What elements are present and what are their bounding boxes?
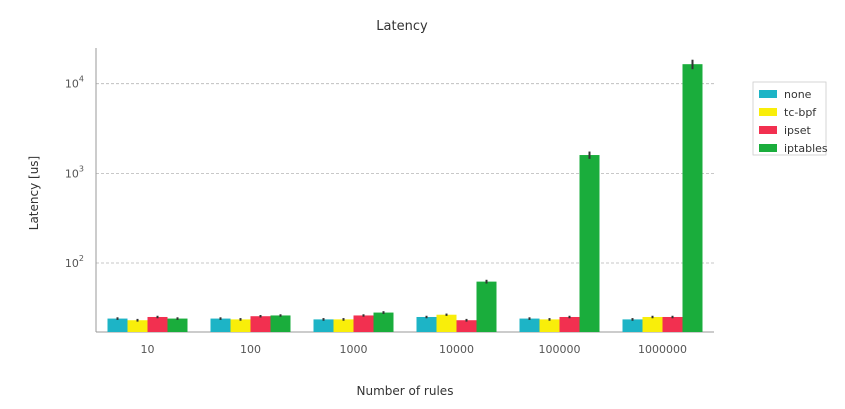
- legend-label-iptables: iptables: [784, 142, 828, 155]
- bar-none: [210, 318, 231, 332]
- y-tick-label: 104: [65, 75, 84, 91]
- bar-ipset: [559, 316, 580, 332]
- bar-tc-bpf: [230, 319, 251, 332]
- bar-iptables: [373, 312, 394, 332]
- x-tick-label: 100000: [539, 343, 581, 356]
- x-tick-label: 1000000: [638, 343, 687, 356]
- legend-label-tc-bpf: tc-bpf: [784, 106, 817, 119]
- bar-none: [622, 319, 643, 332]
- bar-tc-bpf: [539, 319, 560, 332]
- bar-iptables: [270, 315, 291, 332]
- bar-tc-bpf: [642, 316, 663, 332]
- bar-ipset: [147, 316, 168, 332]
- bar-ipset: [662, 316, 683, 332]
- y-tick-label: 103: [65, 164, 84, 180]
- bar-iptables: [476, 281, 497, 332]
- bar-ipset: [250, 316, 271, 332]
- x-axis-label: Number of rules: [357, 384, 454, 398]
- x-tick-label: 100: [240, 343, 261, 356]
- legend-label-ipset: ipset: [784, 124, 812, 137]
- x-tick-label: 1000: [340, 343, 368, 356]
- bar-ipset: [353, 315, 374, 332]
- legend-label-none: none: [784, 88, 812, 101]
- axes-layer: [95, 48, 714, 333]
- bar-none: [107, 318, 128, 332]
- bar-tc-bpf: [127, 320, 148, 332]
- bar-none: [519, 318, 540, 332]
- legend-swatch-none: [759, 90, 777, 98]
- bar-iptables: [682, 64, 703, 333]
- legend-swatch-ipset: [759, 126, 777, 134]
- chart-title: Latency: [376, 19, 428, 34]
- bar-tc-bpf: [436, 314, 457, 332]
- bar-none: [416, 316, 437, 332]
- x-tick-label: 10: [141, 343, 155, 356]
- bars-layer: [107, 59, 703, 333]
- legend-swatch-iptables: [759, 144, 777, 152]
- legend: none tc-bpf ipset iptables: [752, 81, 828, 156]
- grid-layer: [96, 83, 714, 264]
- ticks-layer: 102 103 104 10 100 1000 10000 100000 1000000: [65, 75, 687, 356]
- bar-none: [313, 319, 334, 332]
- x-tick-label: 10000: [439, 343, 474, 356]
- bar-iptables: [579, 155, 600, 332]
- bar-ipset: [456, 320, 477, 332]
- legend-swatch-tc-bpf: [759, 108, 777, 116]
- bar-tc-bpf: [333, 319, 354, 332]
- y-tick-label: 102: [65, 254, 84, 270]
- bar-iptables: [167, 318, 188, 332]
- y-axis-label: Latency [us]: [27, 156, 41, 230]
